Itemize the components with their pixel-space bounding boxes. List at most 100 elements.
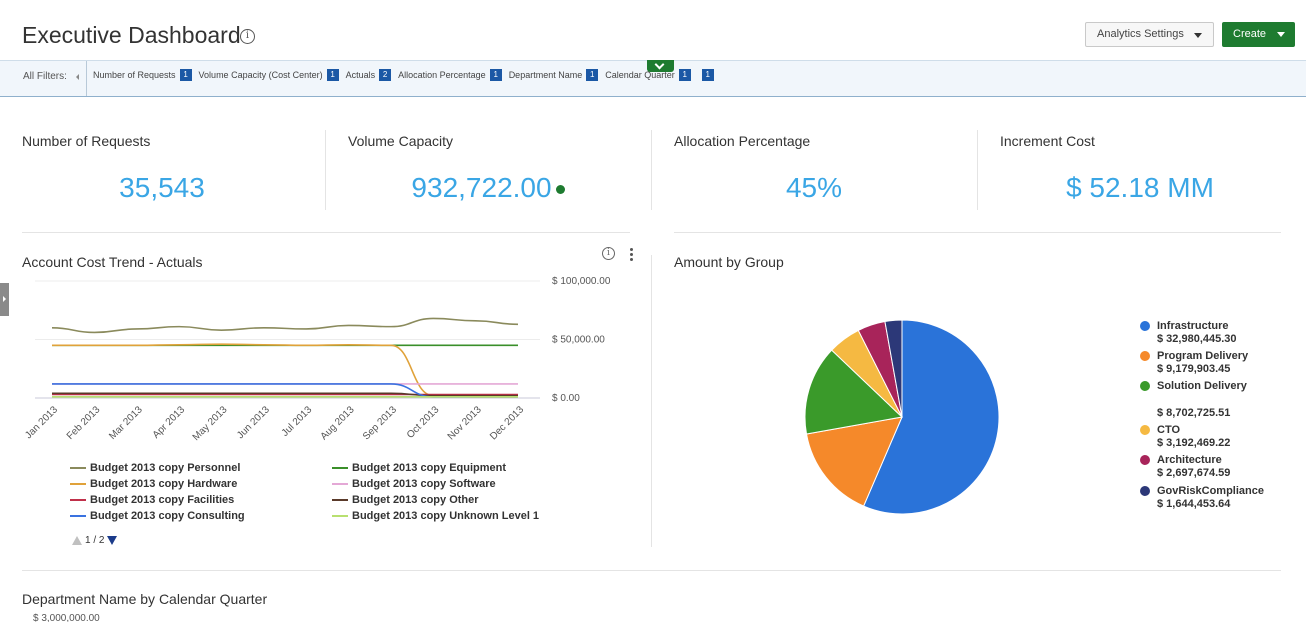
filter-chip-label: Department Name bbox=[508, 70, 583, 80]
filter-chip-label: Number of Requests bbox=[93, 70, 176, 80]
x-axis-tick-label: Jan 2013 bbox=[23, 404, 60, 441]
legend-item[interactable]: Budget 2013 copy Other bbox=[332, 494, 479, 506]
pie-legend-value: $ 3,192,469.22 bbox=[1157, 437, 1231, 449]
chevron-right-icon bbox=[3, 296, 6, 302]
department-chart-title: Department Name by Calendar Quarter bbox=[22, 591, 268, 607]
status-dot-icon bbox=[555, 185, 565, 195]
legend-item[interactable]: Budget 2013 copy Facilities bbox=[70, 494, 234, 506]
filter-count-badge: 1 bbox=[489, 69, 502, 81]
x-axis-tick-label: Sep 2013 bbox=[361, 404, 399, 442]
filter-count-badge: 1 bbox=[179, 69, 192, 81]
kpi-label: Increment Cost bbox=[1000, 133, 1095, 149]
analytics-settings-button[interactable]: Analytics Settings bbox=[1085, 22, 1214, 47]
kpi-label: Number of Requests bbox=[22, 133, 151, 149]
info-icon[interactable]: i bbox=[240, 29, 255, 44]
legend-item[interactable]: Budget 2013 copy Consulting bbox=[70, 510, 245, 522]
create-button[interactable]: Create bbox=[1222, 22, 1295, 47]
series-line[interactable] bbox=[52, 392, 518, 397]
pie-legend-label: GovRiskCompliance bbox=[1157, 485, 1264, 497]
legend-swatch bbox=[1140, 351, 1150, 361]
x-axis-tick-label: Apr 2013 bbox=[151, 404, 188, 441]
filter-count-badge: 1 bbox=[678, 69, 691, 81]
amount-by-group-pie bbox=[804, 319, 1000, 515]
legend-label: Budget 2013 copy Software bbox=[352, 478, 496, 490]
info-icon[interactable]: i bbox=[602, 247, 615, 260]
kpi-value: 45% bbox=[785, 172, 843, 203]
legend-pager: 1 / 2 bbox=[72, 535, 118, 546]
legend-swatch bbox=[1140, 381, 1150, 391]
kpi-value-text: 932,722.00 bbox=[411, 172, 552, 203]
side-panel-handle[interactable] bbox=[0, 283, 9, 316]
pie-legend-value: $ 8,702,725.51 bbox=[1157, 407, 1231, 419]
filter-chip[interactable]: Volume Capacity (Cost Center) 1 bbox=[199, 69, 339, 81]
series-line[interactable] bbox=[51, 317, 519, 334]
collapse-left-icon[interactable] bbox=[76, 74, 79, 80]
trend-chart-title: Account Cost Trend - Actuals bbox=[22, 254, 203, 270]
legend-label: Budget 2013 copy Unknown Level 1 bbox=[352, 510, 540, 522]
chevron-down-icon bbox=[1277, 32, 1285, 37]
filter-chip[interactable]: Allocation Percentage 1 bbox=[398, 69, 502, 81]
pie-slice[interactable] bbox=[884, 319, 903, 418]
legend-item[interactable]: Budget 2013 copy Unknown Level 1 bbox=[332, 510, 539, 522]
filter-chip[interactable]: Actuals 2 bbox=[346, 69, 392, 81]
filter-chip-label: Actuals bbox=[345, 70, 376, 80]
legend-swatch bbox=[332, 515, 348, 518]
legend-swatch bbox=[332, 499, 348, 502]
kpi-value: $ 52.18 MM bbox=[1066, 172, 1214, 203]
y-axis-tick-label: $ 50,000.00 bbox=[552, 335, 605, 346]
filter-count-badge: 1 bbox=[326, 69, 339, 81]
kpi-number-of-requests: Number of Requests 35,543 bbox=[22, 130, 302, 210]
group-chart-title: Amount by Group bbox=[674, 254, 784, 270]
pie-legend-label: Solution Delivery bbox=[1157, 380, 1247, 392]
page-title: Executive Dashboard bbox=[22, 22, 241, 48]
legend-swatch bbox=[70, 499, 86, 502]
filter-chip[interactable]: 1 bbox=[698, 69, 714, 81]
divider bbox=[674, 232, 1281, 233]
filter-chip[interactable]: Number of Requests 1 bbox=[93, 69, 192, 81]
legend-swatch bbox=[1140, 321, 1150, 331]
series-line[interactable] bbox=[51, 343, 518, 398]
all-filters-label[interactable]: All Filters: bbox=[23, 71, 67, 82]
pie-legend-value: $ 9,179,903.45 bbox=[1157, 363, 1231, 375]
analytics-settings-label: Analytics Settings bbox=[1097, 28, 1184, 40]
divider bbox=[22, 232, 630, 233]
y-axis-tick-label: $ 100,000.00 bbox=[552, 276, 611, 287]
legend-item[interactable]: Budget 2013 copy Software bbox=[332, 478, 496, 490]
filter-chip-label: Volume Capacity (Cost Center) bbox=[198, 70, 323, 80]
legend-swatch bbox=[70, 483, 86, 486]
page-up-icon[interactable] bbox=[72, 536, 82, 545]
filter-count-badge: 1 bbox=[701, 69, 714, 81]
divider bbox=[977, 130, 978, 210]
divider bbox=[325, 130, 326, 210]
more-options-icon[interactable] bbox=[630, 248, 634, 263]
legend-label: Budget 2013 copy Consulting bbox=[90, 510, 245, 522]
kpi-volume-capacity: Volume Capacity 932,722.00 bbox=[348, 130, 628, 210]
expand-filters-toggle[interactable] bbox=[647, 59, 674, 72]
x-axis-tick-label: Mar 2013 bbox=[107, 404, 145, 442]
page-down-icon[interactable] bbox=[107, 536, 118, 545]
legend-item[interactable]: Budget 2013 copy Equipment bbox=[332, 462, 506, 474]
filter-chip[interactable]: Department Name 1 bbox=[509, 69, 599, 81]
x-axis-tick-label: Jun 2013 bbox=[235, 404, 272, 441]
legend-item[interactable]: Budget 2013 copy Personnel bbox=[70, 462, 240, 474]
pie-slice[interactable] bbox=[862, 319, 1000, 515]
filter-chip[interactable]: Calendar Quarter 1 bbox=[605, 69, 691, 81]
chevron-down-icon bbox=[654, 59, 665, 70]
x-axis-tick-label: Aug 2013 bbox=[319, 404, 357, 442]
y-axis-tick-label: $ 3,000,000.00 bbox=[33, 613, 100, 622]
pie-slice[interactable] bbox=[804, 349, 904, 435]
kpi-allocation-percentage: Allocation Percentage 45% bbox=[674, 130, 954, 210]
pie-legend-value: $ 32,980,445.30 bbox=[1157, 333, 1237, 345]
legend-label: Budget 2013 copy Personnel bbox=[90, 462, 241, 474]
legend-label: Budget 2013 copy Equipment bbox=[352, 462, 507, 474]
pie-legend-value: $ 2,697,674.59 bbox=[1157, 467, 1231, 479]
pie-slice[interactable] bbox=[805, 416, 903, 507]
filter-chip-label: Allocation Percentage bbox=[398, 70, 486, 80]
pie-legend-label: Infrastructure bbox=[1157, 320, 1229, 332]
y-axis-tick-label: $ 0.00 bbox=[552, 393, 580, 404]
x-axis-tick-label: Nov 2013 bbox=[446, 404, 484, 442]
trend-chart-legend: Budget 2013 copy Personnel Budget 2013 co… bbox=[70, 460, 570, 530]
filter-chip-label: Calendar Quarter bbox=[605, 70, 675, 80]
legend-item[interactable]: Budget 2013 copy Hardware bbox=[70, 478, 237, 490]
legend-swatch bbox=[70, 467, 86, 470]
